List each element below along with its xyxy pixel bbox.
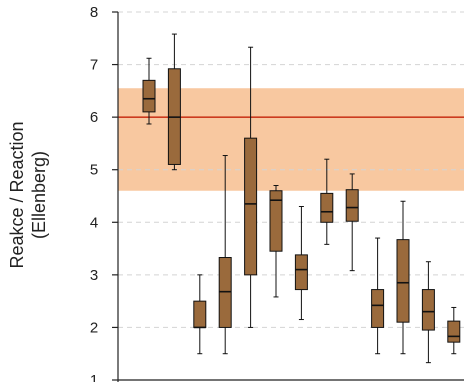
box-body <box>244 137 258 276</box>
box-9 <box>345 173 359 272</box>
y-tick-label-2: 3 <box>90 267 98 284</box>
box-body <box>371 289 385 328</box>
y-tick-label-3: 4 <box>90 214 98 231</box>
y-tick-label-7: 8 <box>90 4 98 21</box>
box-body <box>396 239 410 323</box>
y-axis <box>112 11 464 382</box>
y-tick-label-4: 5 <box>90 162 98 179</box>
box-4 <box>218 155 232 355</box>
box-3 <box>193 274 207 355</box>
box-body <box>294 254 308 291</box>
box-body <box>193 300 207 328</box>
y-tick-label-5: 6 <box>90 109 98 126</box>
box-body <box>421 289 435 331</box>
box-12 <box>421 261 435 364</box>
box-7 <box>294 206 308 321</box>
box-11 <box>396 200 410 355</box>
box-6 <box>269 184 283 298</box>
box-8 <box>320 158 334 245</box>
box-5 <box>244 46 258 328</box>
y-tick-label-1: 2 <box>90 319 98 336</box>
box-body <box>320 192 334 223</box>
box-13 <box>447 306 461 355</box>
box-2 <box>167 33 181 171</box>
boxes-layer <box>142 33 461 364</box>
y-tick-label-0: 1 <box>90 372 98 382</box>
box-10 <box>371 237 385 355</box>
y-tick-labels: 1 2 3 4 5 6 7 8 <box>90 4 98 382</box>
box-body <box>345 189 359 222</box>
y-axis-label-line-1: Reakce / Reaction <box>7 121 27 268</box>
box-1 <box>142 57 156 125</box>
box-body <box>269 190 283 252</box>
box-body <box>142 79 156 113</box>
y-tick-label-6: 7 <box>90 57 98 74</box>
box-body <box>447 320 461 343</box>
y-axis-label-line-2: (Ellenberg) <box>29 151 49 239</box>
